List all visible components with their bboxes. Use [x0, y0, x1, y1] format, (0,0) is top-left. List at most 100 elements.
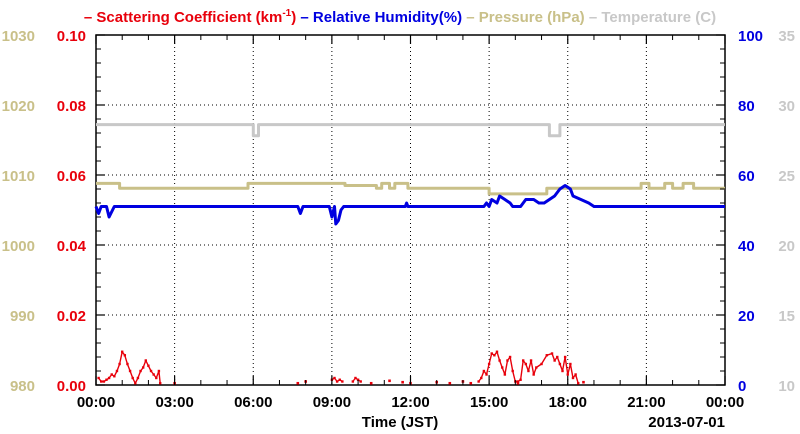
- scattering-point: [524, 362, 528, 366]
- scattering-series-line: [98, 351, 161, 384]
- humidity-tick-label: 0: [738, 378, 746, 395]
- legend: – Scattering Coefficient (km-1) – Relati…: [84, 8, 716, 26]
- x-tick-label: 21:00: [627, 394, 665, 411]
- scattering-series-line: [352, 377, 362, 383]
- scattering-tick-label: 0.08: [57, 98, 86, 115]
- scattering-point: [498, 359, 501, 362]
- scattering-point: [582, 380, 585, 384]
- x-tick-label: 00:00: [77, 394, 115, 411]
- scattering-tick-label: 0.04: [57, 238, 87, 255]
- legend-item: – Pressure (hPa): [462, 9, 585, 26]
- scattering-point: [493, 354, 496, 357]
- scattering-point: [485, 373, 488, 376]
- scattering-point: [490, 352, 493, 355]
- scattering-point: [508, 355, 512, 359]
- humidity-tick-label: 100: [738, 28, 763, 45]
- scattering-tick-label: 0.06: [57, 168, 86, 185]
- scattering-point: [506, 359, 509, 362]
- scattering-point: [519, 378, 522, 381]
- scattering-point: [511, 369, 514, 373]
- pressure-tick-label: 1000: [2, 238, 35, 255]
- scattering-point: [577, 382, 580, 385]
- x-tick-label: 03:00: [155, 394, 193, 411]
- scattering-point: [296, 381, 300, 385]
- temperature-tick-label: 30: [778, 98, 795, 115]
- scattering-point: [516, 380, 520, 383]
- temperature-tick-label: 35: [778, 28, 795, 45]
- scattering-point: [118, 362, 121, 366]
- date-label: 2013-07-01: [648, 414, 725, 431]
- scattering-series-line: [478, 351, 579, 384]
- x-axis-title: Time (JST): [362, 414, 438, 431]
- scattering-point: [341, 380, 344, 383]
- scattering-point: [561, 369, 564, 373]
- scattering-point: [516, 381, 520, 385]
- scattering-point: [134, 382, 137, 385]
- axes-layer: 98099010001010102010300.000.020.040.060.…: [2, 28, 795, 411]
- scattering-point: [482, 369, 486, 373]
- humidity-series-line: [94, 184, 725, 226]
- scattering-point: [157, 369, 161, 373]
- scattering-point: [333, 376, 336, 380]
- scattering-tick-label: 0.02: [57, 308, 86, 325]
- scattering-point: [123, 354, 127, 357]
- scattering-point: [501, 366, 504, 369]
- scattering-point: [121, 350, 124, 353]
- temperature-tick-label: 25: [778, 168, 795, 185]
- scattering-point: [359, 380, 362, 383]
- scattering-point: [110, 373, 113, 376]
- legend-item: – Scattering Coefficient (km: [84, 9, 282, 26]
- scattering-point: [550, 352, 554, 355]
- pressure-tick-label: 980: [10, 378, 35, 395]
- scattering-point: [558, 362, 562, 366]
- legend-item: – Relative Humidity(%): [296, 9, 462, 26]
- scattering-point: [469, 381, 473, 385]
- x-tick-label: 09:00: [313, 394, 351, 411]
- x-tick-label: 18:00: [549, 394, 587, 411]
- scattering-point: [527, 369, 530, 373]
- humidity-tick-label: 20: [738, 308, 755, 325]
- legend-close: ): [291, 9, 296, 26]
- scattering-point: [369, 381, 373, 385]
- scattering-point: [356, 378, 360, 381]
- scattering-point: [553, 359, 556, 362]
- legend-text: – Scattering Coefficient (km-1) – Relati…: [84, 8, 716, 26]
- scattering-point: [155, 376, 158, 380]
- scattering-point: [126, 362, 129, 366]
- scattering-point: [532, 373, 535, 376]
- scattering-point: [113, 375, 116, 378]
- scattering-point: [540, 362, 543, 366]
- scattering-point: [563, 355, 567, 359]
- scattering-point: [529, 359, 533, 362]
- scattering-point: [338, 378, 341, 381]
- pressure-tick-label: 1030: [2, 28, 35, 45]
- scattering-point: [136, 376, 140, 380]
- pressure-tick-label: 1010: [2, 168, 35, 185]
- scattering-point: [448, 381, 452, 385]
- scattering-point: [105, 378, 108, 381]
- temperature-tick-label: 15: [778, 308, 795, 325]
- scattering-point: [521, 359, 525, 362]
- scattering-point: [566, 373, 569, 376]
- scattering-point: [147, 364, 150, 367]
- scattering-point: [545, 354, 548, 357]
- temperature-tick-label: 20: [778, 238, 795, 255]
- scattering-point: [159, 382, 162, 385]
- grid: [96, 35, 725, 385]
- scattering-point: [335, 380, 339, 383]
- humidity-tick-label: 40: [738, 238, 755, 255]
- pressure-series-line: [96, 181, 725, 196]
- scattering-point: [477, 380, 480, 383]
- scattering-point: [503, 373, 507, 376]
- scattering-point: [144, 359, 147, 362]
- scattering-point: [569, 362, 572, 366]
- scattering-point: [107, 376, 111, 380]
- scattering-tick-label: 0.10: [57, 28, 86, 45]
- x-tick-label: 06:00: [234, 394, 272, 411]
- scattering-point: [574, 373, 577, 376]
- temperature-tick-label: 10: [778, 378, 795, 395]
- scattering-point: [480, 376, 483, 380]
- scattering-point: [102, 380, 106, 383]
- scattering-point: [487, 362, 491, 366]
